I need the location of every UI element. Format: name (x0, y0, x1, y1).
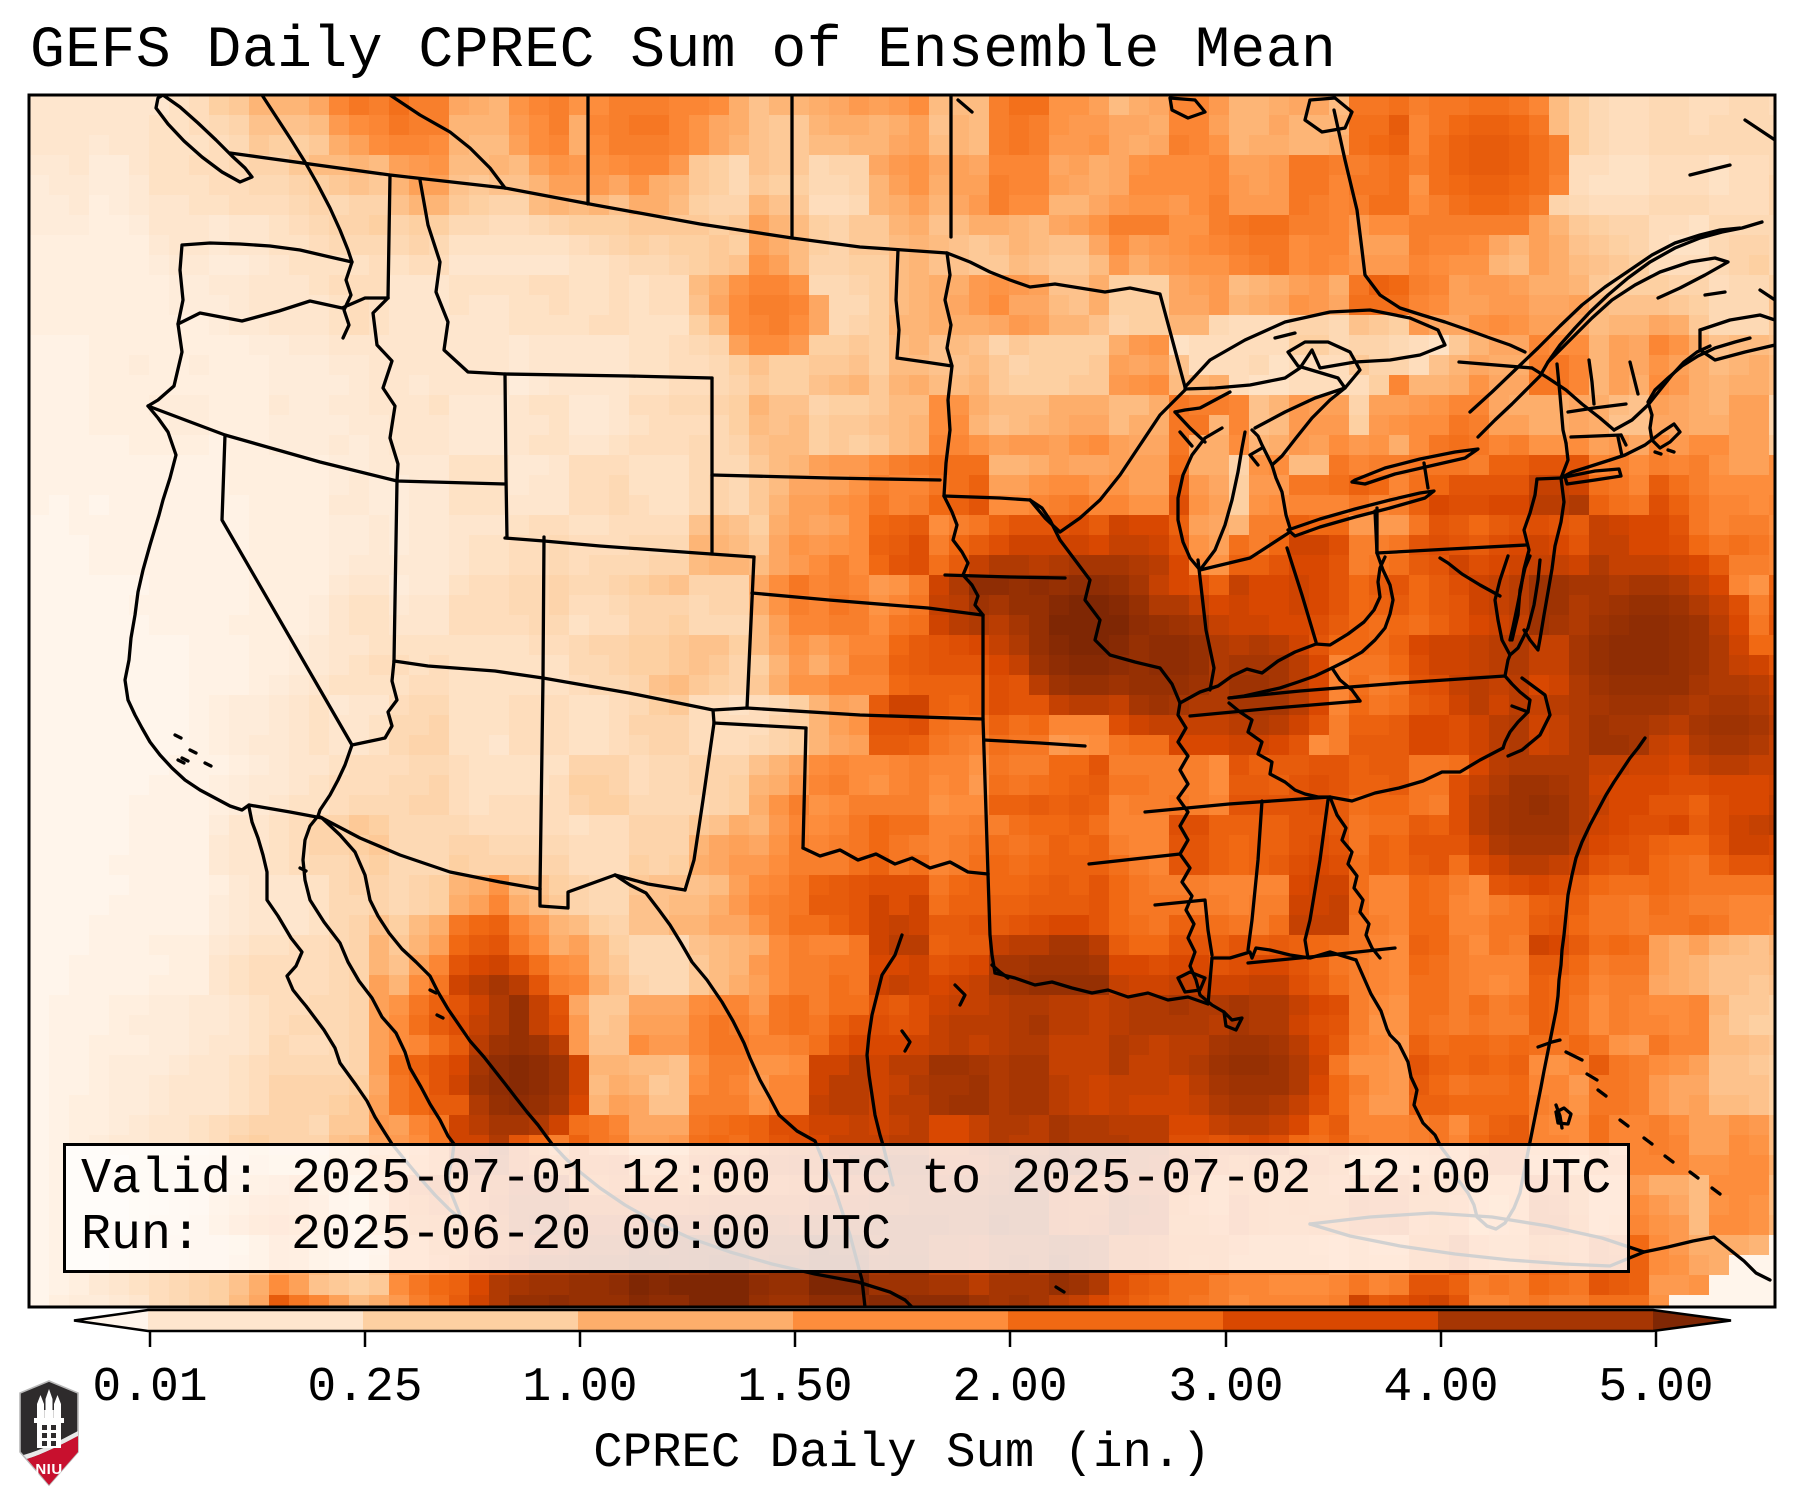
svg-text:NIU: NIU (35, 1461, 62, 1478)
